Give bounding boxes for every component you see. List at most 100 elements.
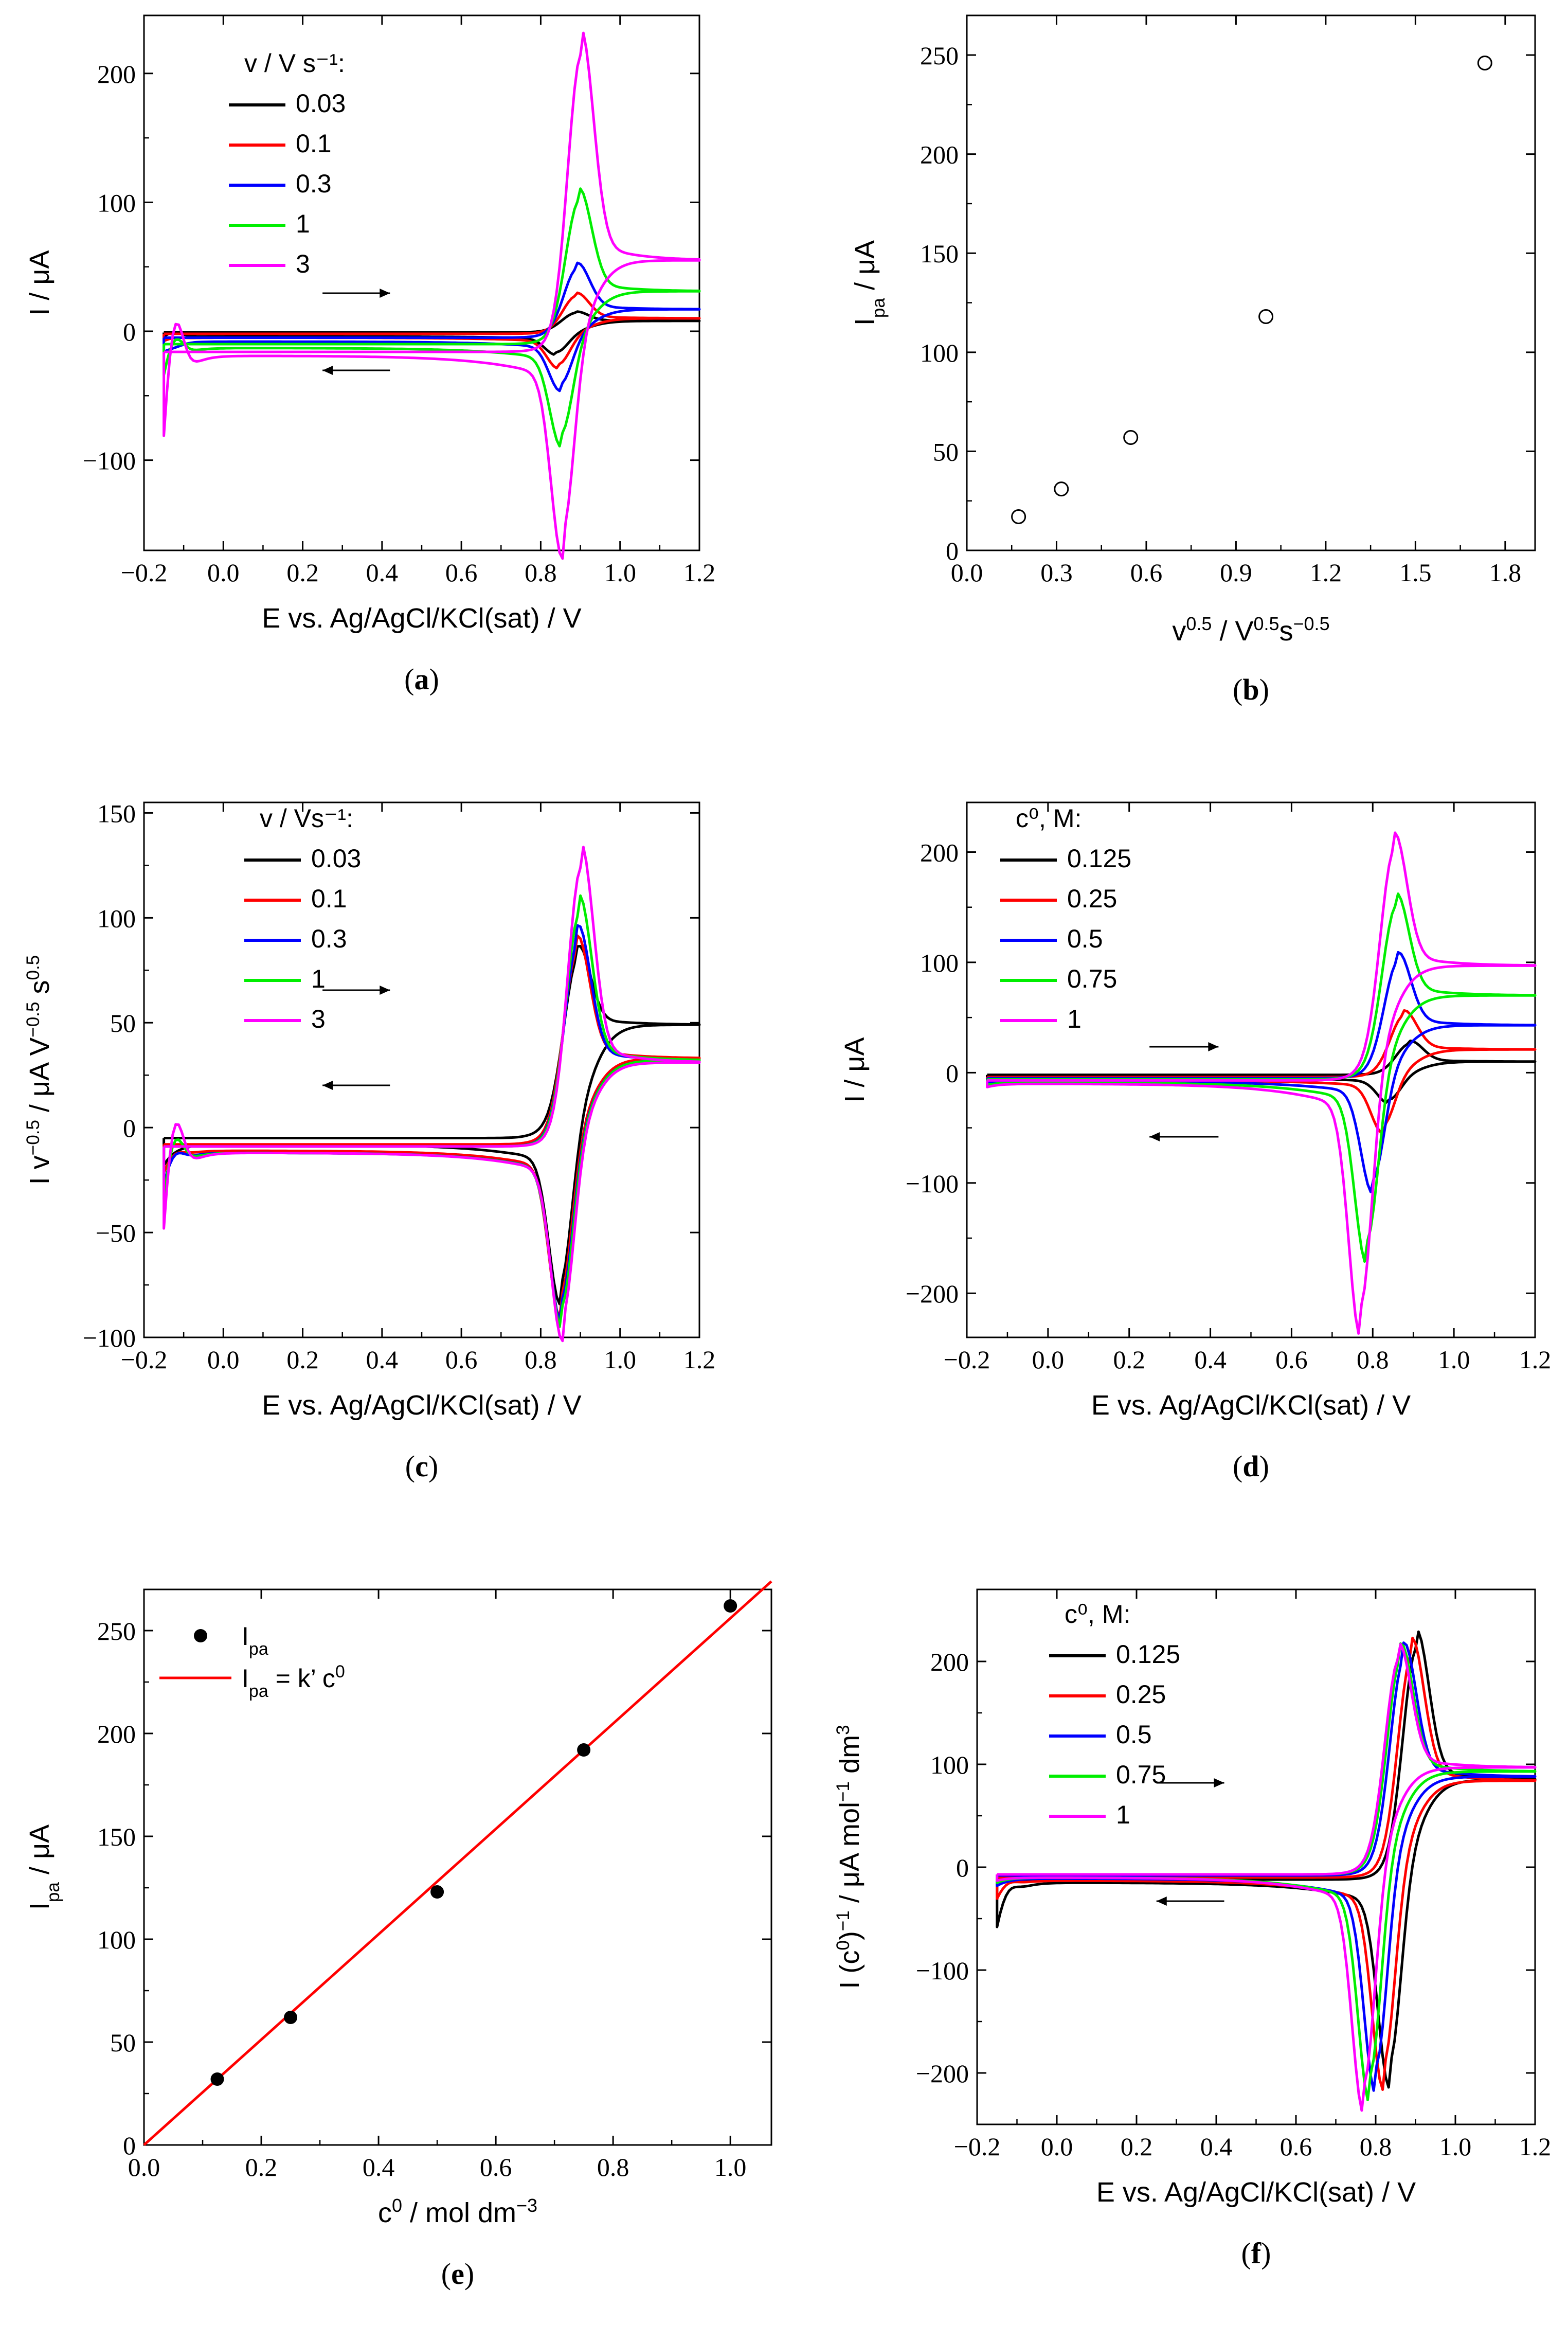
legend-label-0.75: 0.75 — [1116, 1760, 1166, 1789]
label-part: / mol dm — [402, 2197, 516, 2228]
label-part: ) — [429, 663, 439, 696]
x-tick-label: 0.0 — [1032, 1345, 1065, 1374]
plot-frame — [966, 14, 1536, 551]
x-tick-label: 0.4 — [366, 558, 399, 587]
y-tick-label: 100 — [97, 904, 136, 933]
label-part: 0.5 — [23, 955, 43, 980]
y-tick-label: 100 — [930, 1750, 969, 1779]
panel-label: (f) — [1241, 2237, 1271, 2270]
label-part: s — [1279, 616, 1293, 647]
y-axis-label: I v−0.5 / μA V−0.5 s0.5 — [23, 955, 56, 1185]
legend-label-3: 3 — [296, 249, 310, 278]
x-tick-label: 0.2 — [245, 2153, 278, 2181]
panel-f: −0.2 0.0 0.2 0.4 0.6 0.8 1.0 1.2 −200 −100 0 100 200… — [833, 1588, 1551, 2270]
arrow-head — [380, 986, 390, 995]
x-tick-label: 1.0 — [1438, 1345, 1470, 1374]
plot-frame — [143, 1588, 772, 2146]
x-tick-label: −0.2 — [121, 558, 168, 587]
legend-label-0.75: 0.75 — [1067, 964, 1117, 993]
panel-d: −0.2 0.0 0.2 0.4 0.6 0.8 1.0 1.2 −200 −100 0 100 200… — [839, 801, 1551, 1483]
label-part: ( — [404, 663, 414, 696]
x-tick-label: 0.0 — [951, 558, 983, 587]
x-tick-label: 0.2 — [1121, 2132, 1153, 2161]
x-tick-label: 0.9 — [1220, 558, 1252, 587]
label-part: I — [242, 1664, 249, 1693]
y-tick-label: 50 — [933, 437, 959, 466]
label-part: / μA — [850, 240, 880, 298]
label-part: −0.5 — [23, 1120, 43, 1155]
x-tick-label: 0.0 — [207, 1345, 240, 1374]
x-tick-label: −0.2 — [121, 1345, 168, 1374]
x-axis-label: E vs. Ag/AgCl/KCl(sat) / V — [262, 603, 581, 634]
cv-curve-0.3 — [163, 924, 701, 1322]
data-point — [1011, 509, 1026, 525]
label-part: pa — [869, 298, 889, 318]
x-tick-label: 0.0 — [1041, 2132, 1073, 2161]
panel-label: (d) — [1233, 1450, 1269, 1483]
label-part: 0 — [833, 1940, 853, 1951]
cv-curve-3 — [163, 846, 701, 1343]
x-axis-label: v0.5 / V0.5s−0.5 — [1172, 613, 1329, 647]
legend-title: c⁰, M: — [1016, 804, 1082, 833]
data-point — [1054, 481, 1069, 497]
y-tick-label: 200 — [920, 140, 959, 169]
legend-label-0.3: 0.3 — [311, 924, 347, 953]
data-point — [724, 1599, 737, 1613]
legend-label-1: 1 — [296, 209, 310, 238]
y-tick-label: 200 — [97, 1720, 136, 1748]
arrow-head — [1156, 1897, 1167, 1906]
label-part: / μA mol — [834, 1802, 865, 1910]
label-part: = k’ c — [268, 1664, 335, 1693]
label-part: I v — [24, 1155, 55, 1185]
legend-label-3: 3 — [311, 1005, 326, 1033]
legend-label-1: 1 — [1067, 1005, 1082, 1033]
label-part: a — [414, 663, 429, 696]
x-tick-label: 0.4 — [366, 1345, 399, 1374]
plot-frame — [976, 1588, 1536, 2125]
label-part: −1 — [833, 1781, 853, 1802]
data-point — [577, 1743, 591, 1757]
panel-c: −0.2 0.0 0.2 0.4 0.6 0.8 1.0 1.2 −100 −50 0 50 100 15… — [23, 799, 716, 1483]
y-tick-label: −200 — [916, 2059, 969, 2088]
label-part: I / μA — [839, 1037, 870, 1102]
label-part: 0 — [392, 2195, 402, 2216]
arrow-head — [1208, 1042, 1219, 1051]
label-part: 3 — [833, 1725, 853, 1735]
label-part: ) — [834, 1931, 865, 1940]
legend-label-0.1: 0.1 — [311, 884, 347, 913]
y-tick-label: 100 — [920, 338, 959, 367]
data-point — [210, 2072, 224, 2086]
x-tick-label: 1.0 — [604, 1345, 636, 1374]
x-tick-label: 1.2 — [1310, 558, 1342, 587]
x-tick-label: 0.6 — [1280, 2132, 1312, 2161]
y-tick-label: 250 — [920, 41, 959, 70]
data-point — [1477, 55, 1492, 70]
label-part: 0.5 — [1186, 613, 1212, 634]
y-tick-label: 0 — [946, 536, 959, 565]
x-tick-label: 1.2 — [683, 558, 716, 587]
plot-frame — [143, 14, 700, 551]
x-tick-label: 0.0 — [128, 2153, 160, 2181]
x-tick-label: 0.4 — [1200, 2132, 1233, 2161]
y-tick-label: 0 — [123, 2131, 136, 2160]
legend-label-1: 1 — [311, 964, 326, 993]
data-point — [430, 1885, 444, 1899]
label-part: pa — [249, 1639, 268, 1659]
cv-curve-1 — [986, 831, 1537, 1335]
label-part: v — [1172, 616, 1186, 647]
y-axis-label: I / μA — [24, 250, 55, 315]
legend-label-points: Ipa — [242, 1622, 268, 1659]
x-tick-label: 1.5 — [1399, 558, 1432, 587]
y-tick-label: −100 — [83, 1324, 136, 1352]
y-tick-label: 200 — [97, 60, 136, 88]
label-part: I — [24, 1902, 55, 1910]
x-tick-label: 0.6 — [445, 558, 478, 587]
label-part: d — [1242, 1450, 1259, 1483]
label-part: / μA — [24, 1825, 55, 1882]
y-tick-label: 0 — [123, 1114, 136, 1142]
y-tick-label: 50 — [110, 1009, 136, 1038]
y-tick-label: 50 — [110, 2028, 136, 2057]
y-tick-label: 150 — [97, 1822, 136, 1851]
